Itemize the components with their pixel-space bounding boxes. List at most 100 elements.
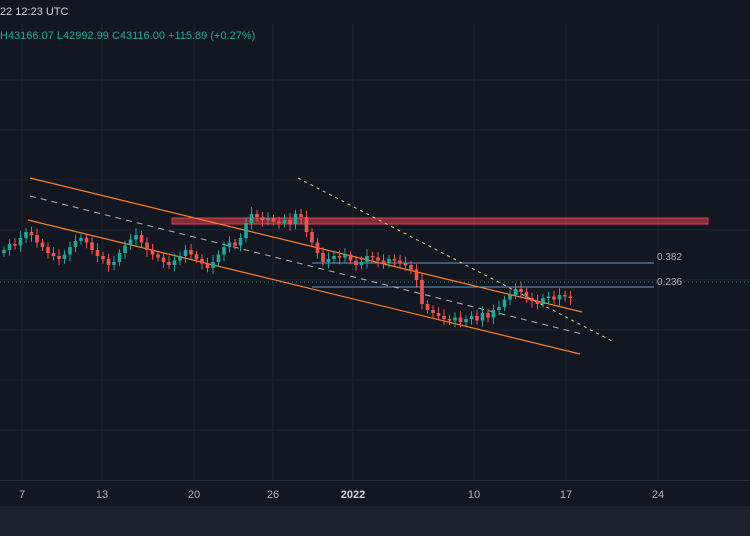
candle-body (497, 307, 501, 310)
candle-body (90, 242, 94, 250)
fib-label-0382: 0.382 (657, 252, 683, 263)
candle-body (62, 254, 67, 259)
candle-body (178, 256, 182, 261)
candle-body (161, 257, 166, 262)
time-axis[interactable]: 7 13 20 26 2022 10 17 24 (0, 480, 750, 507)
candle-body (40, 242, 45, 247)
candle-body (73, 241, 78, 247)
channel-lower-line[interactable] (27, 219, 581, 355)
candle-body (420, 280, 424, 304)
candle-body (502, 299, 507, 307)
candle-body (134, 235, 138, 240)
candle-body (233, 242, 237, 246)
candle-body (249, 214, 254, 223)
candle-body (524, 292, 529, 298)
candle-body (117, 253, 122, 262)
candle-body (145, 242, 149, 250)
candle-body (167, 262, 171, 265)
candle-body (568, 296, 573, 298)
resistance-zone[interactable] (171, 217, 709, 225)
candle-body (222, 247, 226, 255)
channel-mid-dashed-line[interactable] (29, 195, 583, 335)
ohlc-legend: H43166.07 L42992.99 C43116.00 +115.89 (+… (0, 30, 255, 42)
candle-body (458, 317, 463, 322)
candle-body (277, 221, 281, 223)
candle-body (24, 232, 28, 238)
candle-body (541, 298, 545, 304)
candle-body (106, 259, 111, 265)
candle-body (425, 304, 430, 310)
candle-body (29, 232, 34, 235)
candle-body (211, 262, 215, 268)
candle-body (546, 296, 551, 298)
candle-body (255, 214, 259, 217)
candle-body (200, 259, 204, 264)
candle-body (436, 313, 441, 316)
candle-body (381, 260, 386, 264)
header-bar: 22 12:23 UTC (0, 0, 750, 24)
candles-group (2, 207, 573, 328)
candle-body (453, 317, 457, 321)
fib-label-0236: 0.236 (657, 277, 683, 288)
candle-body (95, 250, 100, 256)
candle-body (535, 301, 540, 304)
candle-body (172, 260, 177, 265)
candle-body (464, 319, 468, 322)
candle-body (310, 232, 314, 243)
candle-body (513, 289, 518, 295)
candle-body (68, 247, 72, 255)
xtick-26: 26 (266, 489, 280, 501)
candle-body (469, 316, 474, 319)
candle-body (51, 253, 56, 256)
candle-body (260, 217, 265, 220)
candle-body (442, 316, 446, 319)
candle-body (46, 247, 50, 253)
candle-body (354, 260, 358, 265)
candle-body (387, 259, 391, 264)
chart-canvas[interactable] (0, 0, 750, 480)
xtick-7: 7 (18, 489, 26, 501)
descending-trendline-dashed[interactable] (297, 177, 615, 343)
channel-upper-line[interactable] (29, 177, 583, 313)
xtick-10: 10 (467, 489, 481, 501)
candle-body (475, 316, 479, 321)
candle-body (403, 263, 408, 265)
candle-body (84, 238, 89, 243)
candle-body (183, 250, 188, 256)
candle-body (431, 310, 435, 313)
candle-body (282, 220, 287, 223)
candle-body (409, 265, 413, 270)
candle-body (216, 254, 221, 262)
candle-body (18, 238, 23, 246)
candle-body (13, 244, 17, 246)
candle-body (359, 262, 364, 265)
candle-body (299, 214, 303, 217)
ohlc-change: +115.89 (+0.27%) (168, 30, 256, 42)
candle-body (392, 259, 397, 261)
candle-body (491, 310, 496, 318)
candle-body (266, 218, 270, 220)
candle-body (486, 313, 490, 318)
candle-body (194, 254, 199, 259)
candle-body (139, 235, 144, 243)
candle-body (376, 257, 380, 261)
candle-body (123, 245, 127, 253)
candle-body (227, 242, 232, 247)
candle-body (365, 256, 369, 262)
candle-body (35, 235, 39, 243)
candle-body (480, 313, 485, 321)
xtick-24: 24 (651, 489, 665, 501)
candle-body (321, 253, 325, 262)
candle-body (2, 250, 6, 253)
candle-body (326, 259, 331, 262)
chart-grid (0, 24, 750, 480)
candle-body (156, 254, 160, 258)
candle-body (398, 260, 402, 264)
candle-body (7, 244, 12, 250)
candle-body (288, 220, 292, 225)
candle-body (332, 256, 336, 259)
candle-body (112, 262, 116, 265)
candle-body (348, 254, 353, 261)
bottom-toolbar (0, 506, 750, 536)
